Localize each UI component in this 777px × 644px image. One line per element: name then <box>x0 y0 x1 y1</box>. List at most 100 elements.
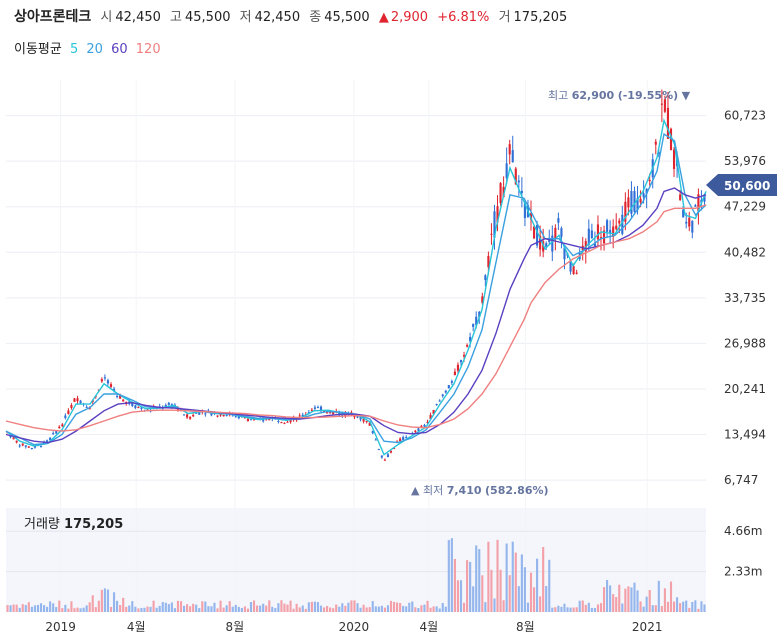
volume-bar <box>158 605 161 612</box>
candle-body <box>307 412 310 414</box>
volume-bar <box>408 602 411 612</box>
candle-body <box>493 211 496 238</box>
volume-bar <box>109 606 113 612</box>
volume-bar <box>52 603 55 612</box>
candle-body <box>688 217 691 227</box>
candle-body <box>106 380 110 384</box>
volume-bar <box>642 606 645 612</box>
volume-bar <box>472 586 475 612</box>
candle-body <box>633 191 636 212</box>
candle-body <box>587 228 590 245</box>
volume-bar <box>213 602 216 612</box>
volume-bar <box>669 581 673 612</box>
candle-body <box>103 377 106 379</box>
volume-bar <box>73 608 76 612</box>
volume-bar <box>554 607 557 612</box>
volume-bar <box>481 575 484 612</box>
volume-bar <box>575 607 578 612</box>
volume-bar <box>246 608 250 612</box>
volume-bar <box>633 582 636 612</box>
volume-bar <box>560 606 563 612</box>
candle-body <box>341 414 344 417</box>
volume-bar <box>119 605 122 612</box>
volume-bar <box>116 600 119 612</box>
ma-120-label[interactable]: 120 <box>135 42 161 57</box>
candle-body <box>164 404 167 408</box>
volume-bar <box>700 601 703 612</box>
candle-body <box>192 414 195 417</box>
volume-bar <box>475 545 478 612</box>
volume-bar <box>432 606 435 612</box>
candle-body <box>636 198 639 211</box>
volume-bar <box>636 590 639 612</box>
ma-60-label[interactable]: 60 <box>111 42 128 57</box>
volume-bar <box>584 604 587 612</box>
volume-bar <box>542 547 545 612</box>
volume-bar <box>414 607 417 612</box>
close-value: 45,500 <box>324 10 370 25</box>
candle-body <box>109 384 113 387</box>
candle-body <box>703 194 706 202</box>
volume-bar <box>676 597 679 612</box>
ma-legend-title: 이동평균 <box>14 42 62 57</box>
ma-5-label[interactable]: 5 <box>69 42 79 57</box>
price-tick-label: 40,482 <box>724 245 766 259</box>
candle-body <box>216 415 219 417</box>
volume-bar <box>548 559 551 612</box>
low-annotation-percent: (582.86%) <box>485 484 549 497</box>
volume-bar <box>271 606 274 612</box>
volume-bar <box>493 598 496 612</box>
volume-bar <box>551 607 554 612</box>
candle-body <box>426 421 429 423</box>
volume-bar <box>365 607 368 612</box>
high-annotation-percent: (-19.55%) <box>618 89 678 102</box>
volume-bar <box>402 605 405 612</box>
candle-body <box>514 168 517 185</box>
candle-body <box>326 412 329 414</box>
ma-20-label[interactable]: 20 <box>86 42 103 57</box>
candle-body <box>606 220 609 232</box>
candle-body <box>450 381 453 383</box>
volume-bar <box>268 600 271 612</box>
ma-20-line <box>5 132 707 446</box>
low-label: 저 <box>239 10 252 25</box>
ma-120-line <box>5 204 707 432</box>
candle-body <box>517 180 520 183</box>
candle-body <box>122 399 125 402</box>
volume-bar <box>618 584 621 612</box>
volume-bar <box>24 605 27 612</box>
candle-body <box>12 437 15 440</box>
candle-body <box>435 403 438 405</box>
volume-bar <box>122 597 125 612</box>
candle-body <box>399 438 402 442</box>
volume-bar <box>691 602 694 612</box>
date-tick-label: 2020 <box>339 620 370 634</box>
candle-body <box>39 446 43 448</box>
volume-bar <box>399 603 402 612</box>
candle-body <box>539 236 542 250</box>
candle-body <box>624 201 627 222</box>
volume-bar <box>176 600 180 612</box>
volume-bar <box>447 540 450 612</box>
volume-bar <box>350 600 353 612</box>
volume-bar <box>18 607 21 612</box>
volume-bar <box>456 580 460 612</box>
volume-bar <box>234 604 237 612</box>
candle-body <box>368 422 371 426</box>
volume-bar <box>137 608 140 612</box>
high-value: 45,500 <box>185 10 231 25</box>
volume-bar <box>97 600 100 612</box>
candle-body <box>685 221 688 224</box>
volume-bar <box>694 600 697 612</box>
volume-bar <box>386 605 390 612</box>
candle-body <box>618 220 621 224</box>
candle-body <box>277 420 280 422</box>
candle-body <box>423 424 426 427</box>
candle-body <box>112 388 116 392</box>
volume-bar <box>426 600 429 612</box>
candle-body <box>27 446 30 448</box>
volume-bar <box>566 607 569 612</box>
volume-bar <box>225 605 228 612</box>
candle-body <box>441 394 444 397</box>
